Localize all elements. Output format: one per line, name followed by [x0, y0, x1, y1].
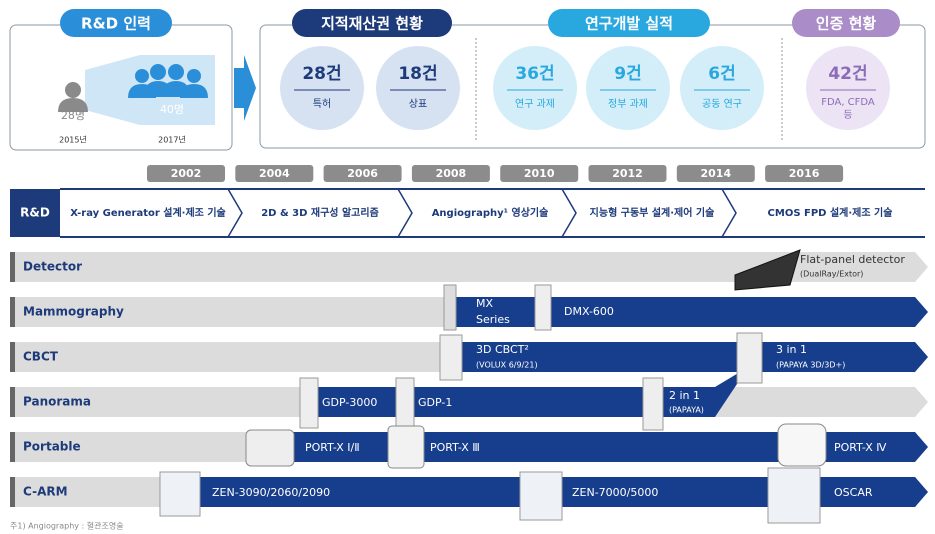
product-label: ZEN-7000/5000: [572, 486, 658, 499]
hr-value: 28명: [61, 109, 85, 122]
stat-label: 연구 과제: [515, 98, 555, 110]
rnd-label-box: [10, 189, 60, 237]
product-label: GDP-3000: [322, 396, 377, 409]
stat-value: 18건: [398, 64, 437, 84]
group-icon: [128, 64, 208, 98]
product-label: 3 in 1: [776, 343, 807, 356]
product-sub: Series: [476, 313, 510, 326]
chevrons: [227, 188, 737, 238]
year-pill: [411, 165, 490, 182]
year-label: 2016: [789, 167, 820, 180]
stat-value: 42건: [828, 64, 867, 84]
cert-circle: [806, 46, 890, 130]
ip-title: 지적재산권 현황: [321, 15, 423, 33]
row-stripe: [10, 387, 15, 417]
row-label: CBCT: [23, 350, 59, 364]
year-pill: [765, 165, 844, 182]
product-label: Flat-panel detector: [800, 253, 905, 266]
product-label: PORT-X Ⅳ: [834, 441, 887, 454]
cert-title: 인증 현황: [816, 15, 877, 33]
row-stripe: [10, 342, 15, 372]
person-icon: [58, 82, 88, 112]
stat-label: 등: [843, 109, 852, 121]
rnd-stage: 지능형 구동부 설계·제어 기술: [590, 206, 715, 219]
row-label: Panorama: [23, 395, 91, 409]
ip-circles: [280, 46, 460, 130]
stat-value: 28건: [302, 64, 341, 84]
row-stripe: [10, 252, 15, 282]
rnd-stage: X-ray Generator 설계·제조 기술: [70, 206, 226, 219]
row-stripe: [10, 297, 15, 327]
rnd-stage: Angiography¹ 영상기술: [432, 206, 549, 219]
stat-label: 정부 과제: [608, 98, 648, 110]
product-label: MX: [476, 297, 493, 310]
year-pill: [588, 165, 667, 182]
product-sub: (DualRay/Extor): [800, 270, 863, 279]
year-pill: [147, 165, 225, 182]
row-label: Portable: [23, 440, 81, 454]
product-label: GDP-1: [418, 396, 452, 409]
row-label: Mammography: [23, 305, 124, 319]
cert-pill: [792, 9, 900, 37]
product-label: DMX-600: [564, 305, 614, 318]
year-pill: [323, 165, 402, 182]
year-label: 2012: [612, 167, 643, 180]
year-pill: [676, 165, 755, 182]
rd-title: 연구개발 실적: [585, 15, 673, 33]
footnote: 주1) Angiography : 혈관조영술: [10, 521, 124, 531]
product-label: OSCAR: [834, 486, 873, 499]
row-stripe: [10, 477, 15, 507]
product-label: PORT-X Ⅲ: [430, 441, 480, 454]
row-stripe: [10, 432, 15, 462]
hr-year: 2017년: [158, 135, 186, 145]
row-label: C-ARM: [23, 485, 68, 499]
product-sub: (PAPAYA 3D/3D+): [776, 361, 845, 370]
year-label: 2002: [171, 167, 202, 180]
hr-title: R&D 인력: [81, 15, 151, 33]
hr-pill: [60, 9, 172, 37]
ip-pill: [292, 9, 452, 37]
stat-value: 36건: [515, 64, 554, 84]
stat-value: 9건: [614, 64, 641, 84]
hr-value: 40명: [160, 103, 184, 116]
product-label: 3D CBCT²: [476, 343, 529, 356]
year-label: 2014: [700, 167, 731, 180]
product-label: ZEN-3090/2060/2090: [212, 486, 330, 499]
product-label: PORT-X Ⅰ/Ⅱ: [305, 441, 360, 454]
rd-circles: [493, 46, 764, 130]
stat-label: 공동 연구: [702, 98, 742, 110]
product-sub: (PAPAYA): [669, 406, 704, 415]
hr-year: 2015년: [59, 135, 87, 145]
row-bar: [10, 252, 928, 282]
stat-label: 상표: [409, 98, 427, 110]
stat-value: 6건: [708, 64, 735, 84]
year-label: 2010: [524, 167, 555, 180]
year-label: 2008: [436, 167, 467, 180]
stat-label: 특허: [313, 98, 331, 110]
rnd-label: R&D: [20, 206, 50, 220]
product-label: 2 in 1: [669, 389, 700, 402]
row-label: Detector: [23, 260, 82, 274]
rnd-stage: 2D & 3D 재구성 알고리즘: [261, 206, 379, 219]
arrow: [234, 55, 256, 121]
product-images: [159, 249, 827, 524]
year-pill: [500, 165, 579, 182]
year-pill: [235, 165, 314, 182]
year-label: 2006: [347, 167, 378, 180]
rnd-stage: CMOS FPD 설계·제조 기술: [768, 206, 893, 219]
stat-label: FDA, CFDA: [821, 97, 875, 108]
rd-pill: [548, 9, 710, 37]
product-sub: (VOLUX 6/9/21): [476, 361, 538, 370]
year-label: 2004: [259, 167, 290, 180]
